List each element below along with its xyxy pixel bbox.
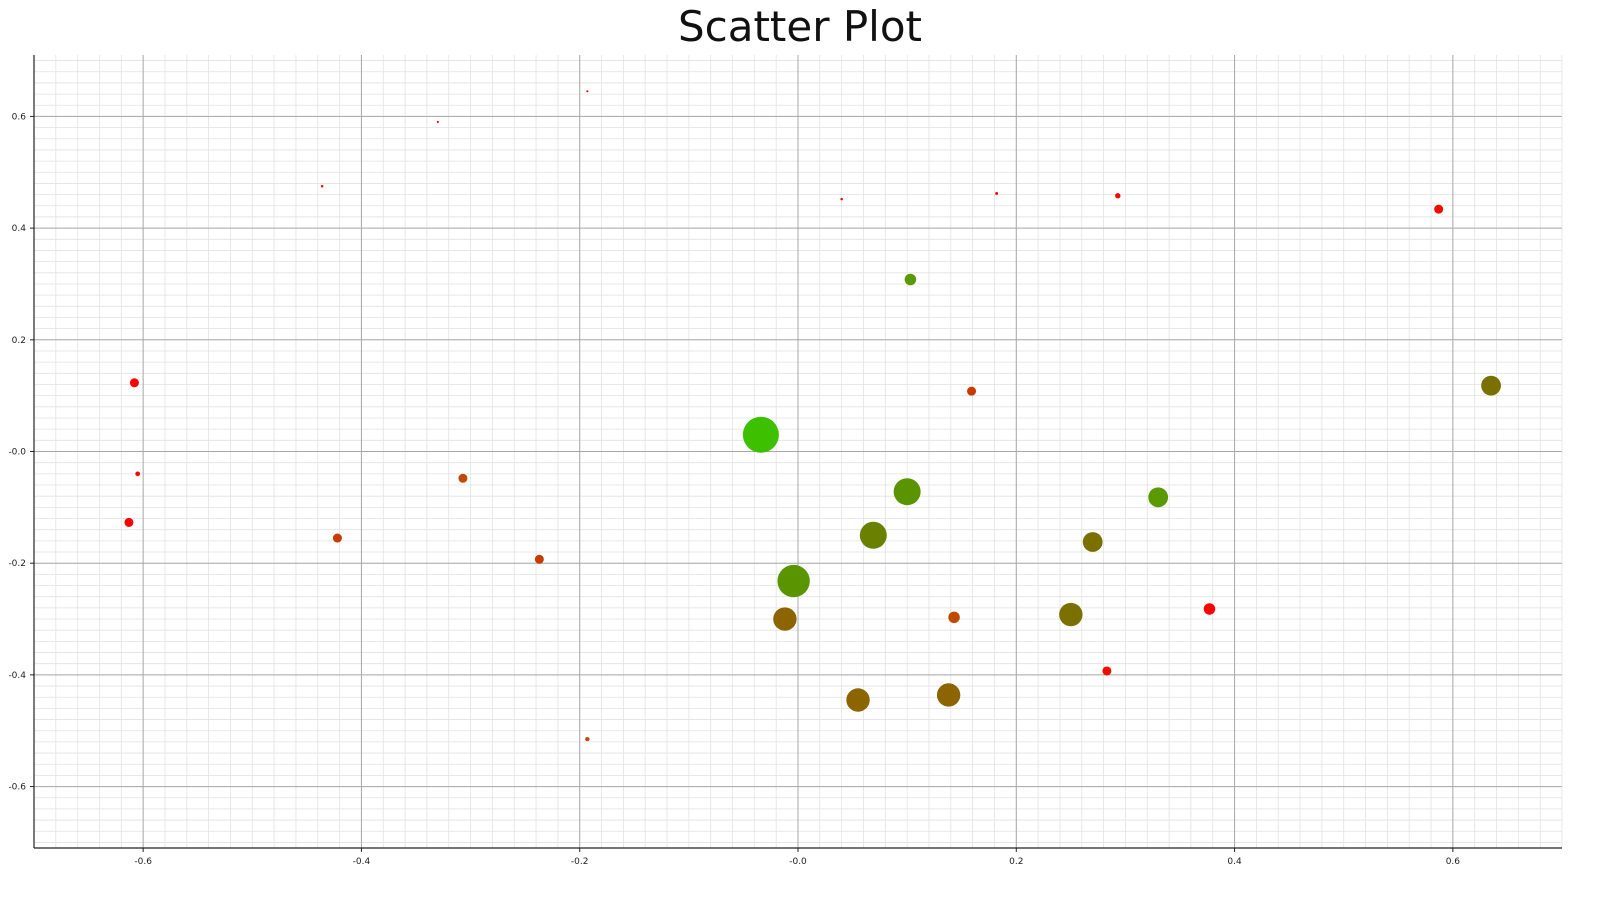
chart-title: Scatter Plot [677,2,923,51]
x-tick-labels: -0.6 -0.4 -0.2 -0.0 0.2 0.4 0.6 [134,857,1460,867]
scatter-point: (0.069, -0.15) [859,521,887,549]
scatter-point: (-0.237, -0.193) [534,554,544,564]
scatter-point: (0.25, -0.292) [1059,602,1083,627]
scatter-point: (0.159, 0.108) [967,386,977,396]
y-tick-labels: 0.6 0.4 0.2 -0.0 -0.2 -0.4 -0.6 [8,112,26,792]
axes [30,55,1562,852]
scatter-point: (-0.193, 0.645) [586,90,589,93]
x-tick-label: 0.4 [1227,857,1242,867]
data-points: (-0.193, 0.645) (-0.33, 0.59) (-0.436, 0.4… [124,90,1501,742]
scatter-point: (-0.034, 0.03) [742,416,779,453]
scatter-point: (-0.613, -0.127) [124,517,134,527]
x-tick-label: 0.2 [1009,857,1023,867]
y-tick-label: -0.4 [8,671,26,681]
scatter-point: (-0.422, -0.155) [332,533,342,543]
scatter-point: (0.04, 0.452) [840,197,843,201]
scatter-point: (0.635, 0.118) [1481,375,1501,396]
scatter-point: (0.1, -0.072) [893,478,921,506]
scatter-point: (0.377, -0.282) [1203,603,1216,615]
x-tick-label: 0.6 [1446,857,1461,867]
scatter-point: (0.33, -0.082) [1148,487,1169,508]
x-tick-label: -0.0 [789,857,807,867]
x-tick-label: -0.2 [571,857,589,867]
y-tick-label: -0.0 [8,448,26,458]
scatter-point: (0.143, -0.297) [948,611,960,624]
scatter-point: (0.283, -0.393) [1102,666,1112,676]
x-tick-label: -0.4 [353,857,371,867]
scatter-point: (-0.605, -0.04) [135,471,141,477]
y-tick-label: -0.6 [8,783,26,793]
scatter-point: (0.587, 0.434) [1434,204,1444,214]
scatter-point: (0.138, -0.436) [936,683,961,707]
scatter-point: (0.055, -0.445) [846,688,870,712]
scatter-point: (-0.004, -0.232) [777,564,810,598]
scatter-point: (-0.012, -0.3) [773,607,797,631]
y-tick-label: 0.2 [12,336,26,346]
scatter-point: (-0.193, -0.515) [585,736,590,742]
scatter-point: (-0.436, 0.475) [320,184,324,188]
major-grid [34,55,1562,848]
scatter-point: (-0.33, 0.59) [436,120,439,124]
scatter-point: (0.293, 0.458) [1115,193,1121,199]
x-tick-label: -0.6 [134,857,152,867]
y-tick-label: 0.6 [12,112,27,122]
scatter-point: (0.27, -0.162) [1082,532,1103,552]
scatter-point: (0.182, 0.462) [995,192,999,195]
scatter-point: (-0.608, 0.123) [129,378,139,388]
y-tick-label: 0.4 [12,224,27,234]
scatter-point: (0.103, 0.308) [904,273,917,286]
y-tick-label: -0.2 [8,559,26,569]
scatter-point: (-0.307, -0.048) [458,473,468,483]
